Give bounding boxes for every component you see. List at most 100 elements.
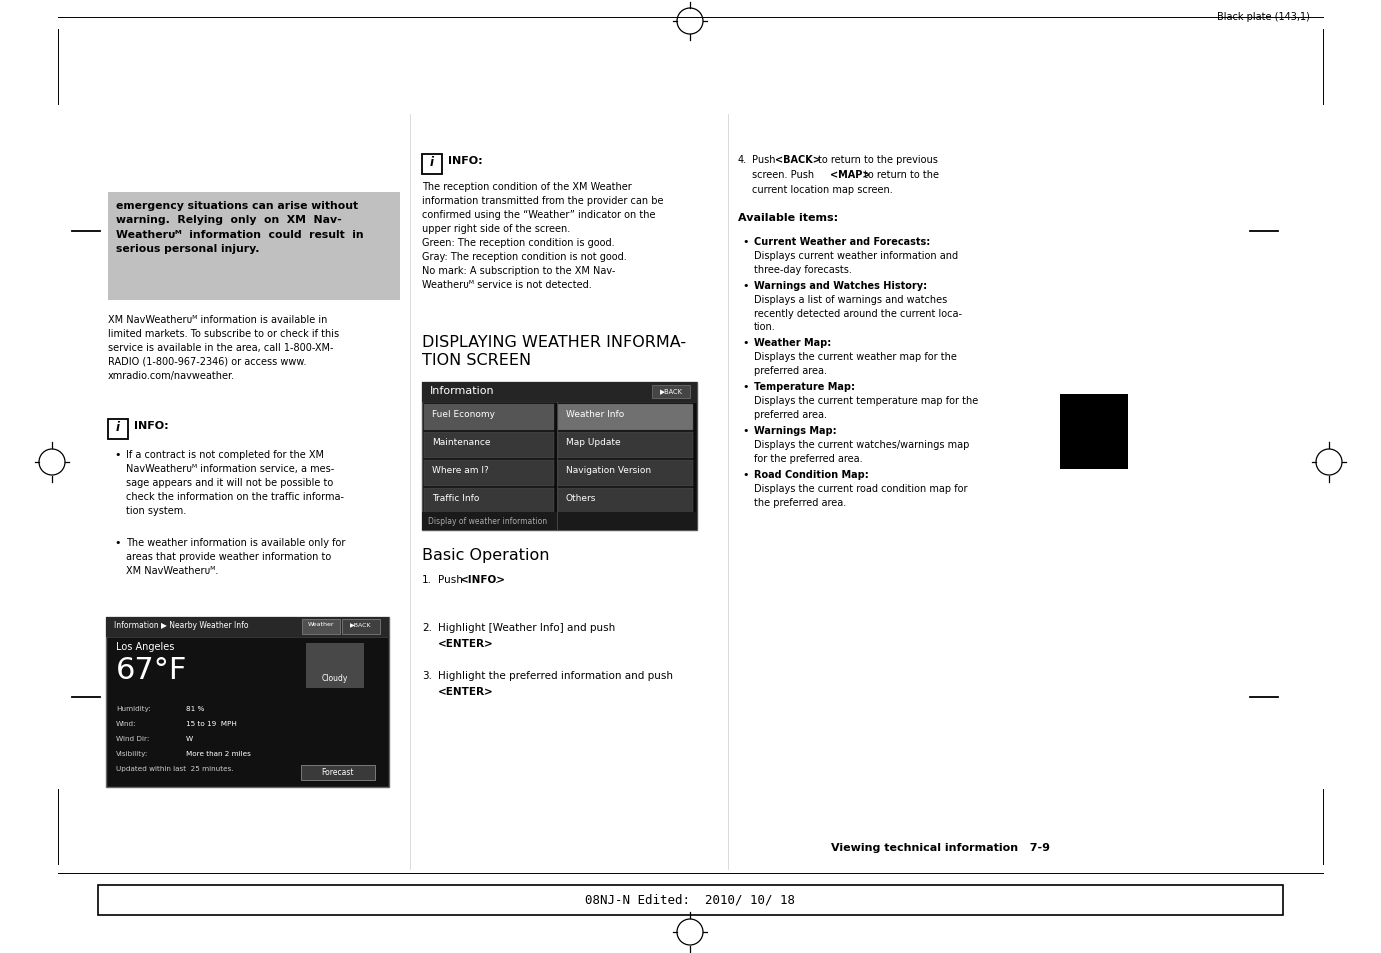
Text: •: • [742, 470, 749, 479]
Text: The reception condition of the XM Weather
information transmitted from the provi: The reception condition of the XM Weathe… [423, 182, 663, 290]
Text: Cloudy: Cloudy [322, 673, 348, 682]
Text: 4.: 4. [737, 154, 747, 165]
Text: More than 2 miles: More than 2 miles [186, 750, 251, 757]
Text: .: . [494, 575, 499, 584]
Text: •: • [742, 337, 749, 348]
Text: 81 %: 81 % [186, 705, 204, 711]
Text: i: i [429, 156, 434, 169]
Text: Warnings Map:: Warnings Map: [754, 426, 837, 436]
Text: <ENTER>: <ENTER> [438, 686, 494, 697]
Text: 67°F: 67°F [116, 656, 188, 684]
Bar [423, 154, 442, 174]
Text: Los Angeles: Los Angeles [116, 641, 174, 651]
Bar [424, 489, 554, 515]
Text: Traffic Info: Traffic Info [432, 494, 479, 502]
Text: <ENTER>: <ENTER> [438, 639, 494, 648]
Bar [652, 386, 690, 398]
Bar [424, 460, 554, 486]
Text: •: • [742, 381, 749, 392]
Text: Displays the current temperature map for the
preferred area.: Displays the current temperature map for… [754, 395, 978, 419]
Text: ▶BACK: ▶BACK [660, 388, 682, 394]
Text: <MAP>: <MAP> [830, 170, 870, 180]
Text: Forecast: Forecast [322, 767, 355, 776]
Text: If a contract is not completed for the XM
NavWeatherᴜᴹ information service, a me: If a contract is not completed for the X… [126, 450, 344, 516]
Text: Display of weather information: Display of weather information [428, 517, 547, 525]
Text: Visibility:: Visibility: [116, 750, 148, 757]
Bar [558, 433, 693, 458]
Bar [98, 885, 1283, 915]
Text: <INFO>: <INFO> [460, 575, 505, 584]
Text: Fuel Economy: Fuel Economy [432, 410, 494, 418]
Bar [302, 619, 340, 635]
Text: Current Weather and Forecasts:: Current Weather and Forecasts: [754, 236, 931, 247]
Text: Temperature Map:: Temperature Map: [754, 381, 855, 392]
Text: to return to the: to return to the [865, 170, 939, 180]
Text: Displays the current road condition map for
the preferred area.: Displays the current road condition map … [754, 483, 968, 507]
Bar [424, 405, 554, 431]
Text: 3.: 3. [423, 670, 432, 680]
Text: Highlight the preferred information and push: Highlight the preferred information and … [438, 670, 673, 680]
Text: .: . [482, 639, 485, 648]
Text: Wind:: Wind: [116, 720, 137, 726]
Bar [558, 405, 693, 431]
Text: Information: Information [429, 386, 494, 395]
Text: INFO:: INFO: [134, 420, 168, 431]
Text: •: • [742, 236, 749, 247]
Text: Displays a list of warnings and watches
recently detected around the current loc: Displays a list of warnings and watches … [754, 294, 963, 332]
Text: Push: Push [753, 154, 779, 165]
Text: Displays the current watches/warnings map
for the preferred area.: Displays the current watches/warnings ma… [754, 439, 969, 463]
Bar [106, 618, 389, 787]
Text: Wind Dir:: Wind Dir: [116, 735, 149, 741]
Text: Available items:: Available items: [737, 213, 838, 223]
Text: 15 to 19  MPH: 15 to 19 MPH [186, 720, 238, 726]
Bar [423, 382, 697, 531]
Text: •: • [115, 537, 120, 547]
Bar [558, 460, 693, 486]
Text: .: . [482, 686, 485, 697]
Text: Map Update: Map Update [566, 437, 620, 447]
Text: W: W [186, 735, 193, 741]
Bar [307, 643, 365, 688]
Text: Warnings and Watches History:: Warnings and Watches History: [754, 281, 927, 291]
Text: Information ▶ Nearby Weather Info: Information ▶ Nearby Weather Info [115, 620, 249, 629]
Text: Navigation Version: Navigation Version [566, 465, 650, 475]
Text: Where am I?: Where am I? [432, 465, 489, 475]
Text: screen. Push: screen. Push [753, 170, 818, 180]
Text: Road Condition Map:: Road Condition Map: [754, 470, 869, 479]
Bar [1061, 395, 1128, 470]
Bar [424, 433, 554, 458]
Text: The weather information is available only for
areas that provide weather informa: The weather information is available onl… [126, 537, 345, 576]
Text: Updated within last  25 minutes.: Updated within last 25 minutes. [116, 765, 233, 771]
Text: current location map screen.: current location map screen. [753, 185, 892, 194]
Bar [108, 419, 128, 439]
Text: Push: Push [438, 575, 467, 584]
Text: DISPLAYING WEATHER INFORMA-
TION SCREEN: DISPLAYING WEATHER INFORMA- TION SCREEN [423, 335, 686, 368]
Text: <BACK>: <BACK> [775, 154, 820, 165]
Text: Basic Operation: Basic Operation [423, 547, 550, 562]
Text: i: i [116, 420, 120, 434]
Text: •: • [115, 450, 120, 459]
Text: Highlight [Weather Info] and push: Highlight [Weather Info] and push [438, 622, 616, 633]
Text: Black plate (143,1): Black plate (143,1) [1217, 12, 1311, 22]
Text: 1.: 1. [423, 575, 432, 584]
Text: Viewing technical information   7-9: Viewing technical information 7-9 [831, 842, 1050, 852]
Text: Displays current weather information and
three-day forecasts.: Displays current weather information and… [754, 251, 958, 274]
Text: 2.: 2. [423, 622, 432, 633]
Text: Others: Others [566, 494, 597, 502]
Text: Weather Map:: Weather Map: [754, 337, 831, 348]
Bar [342, 619, 380, 635]
Bar [423, 382, 697, 402]
Bar [108, 193, 400, 301]
Text: Weather: Weather [308, 621, 334, 626]
Text: •: • [742, 426, 749, 436]
Text: to return to the previous: to return to the previous [818, 154, 938, 165]
Text: Maintenance: Maintenance [432, 437, 490, 447]
Bar [106, 618, 389, 638]
Text: •: • [742, 281, 749, 291]
Text: INFO:: INFO: [447, 156, 482, 166]
Text: emergency situations can arise without
warning.  Relying  only  on  XM  Nav-
Wea: emergency situations can arise without w… [116, 201, 363, 253]
Text: Humidity:: Humidity: [116, 705, 151, 711]
Bar [301, 765, 376, 781]
Bar [558, 489, 693, 515]
Text: ▶BACK: ▶BACK [351, 621, 371, 626]
